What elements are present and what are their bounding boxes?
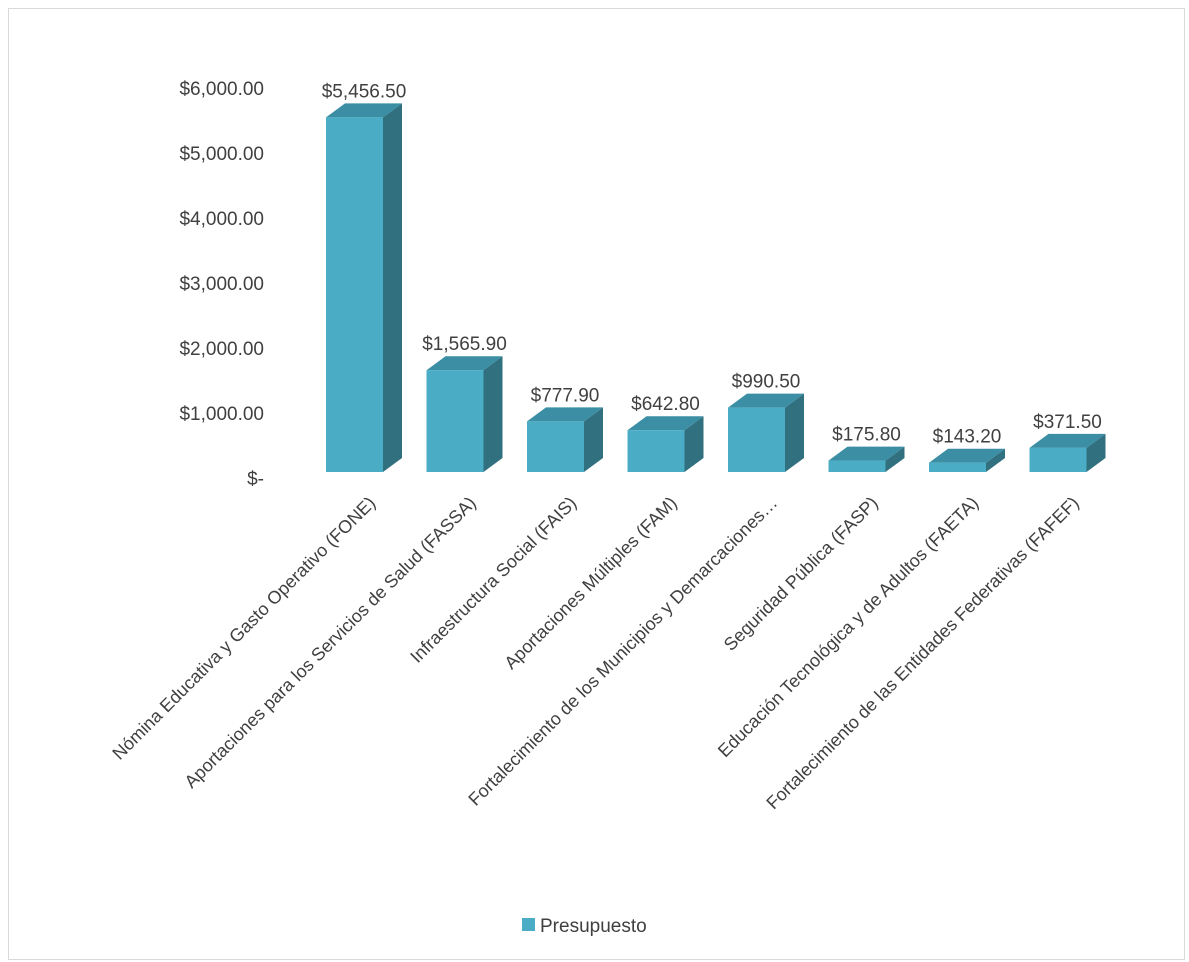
bar-front [728,407,785,472]
data-label: $143.20 [933,427,1002,448]
bar-front [426,370,484,472]
bar [627,416,704,472]
bars [326,103,1106,472]
bar-top [828,446,905,461]
data-label: $175.80 [832,425,901,446]
data-labels: $5,456.50 $1,565.90 $777.90 $642.80 $990.50 $… [322,81,1102,447]
y-tick-label: $5,000.00 [179,144,264,165]
bar-top [527,407,603,422]
bar-side [383,103,402,472]
bar [828,446,905,472]
bar [728,393,804,472]
bar [326,103,402,472]
bar-front [326,117,383,472]
y-tick-label: $3,000.00 [179,274,264,295]
bar-side [584,407,603,472]
bar-side [1086,433,1106,472]
data-label: $371.50 [1033,412,1102,433]
legend-label-presupuesto: Presupuesto [540,916,647,937]
x-axis-category-labels: Nómina Educativa y Gasto Operativo (FONE… [108,493,1082,813]
data-label: $990.50 [732,372,801,393]
bar-front [929,462,986,472]
bar [426,356,503,472]
bar-top [1029,433,1106,448]
bar-front [527,421,584,472]
y-tick-label: $- [247,469,264,490]
bar-top [929,448,1005,463]
bar-front [627,430,685,472]
bar-side [684,416,704,472]
category-label: Infraestructura Social (FAIS) [406,493,580,667]
bar [1029,433,1106,472]
bar-front [1029,447,1087,472]
data-label: $642.80 [631,394,700,415]
y-axis-ticks: $- $1,000.00 $2,000.00 $3,000.00 $4,000.00 $5… [179,79,264,490]
y-tick-label: $1,000.00 [179,404,264,425]
bar-top [426,356,503,371]
bar-side [885,446,905,472]
bar-side [986,448,1005,472]
legend: Presupuesto [522,916,647,937]
y-tick-label: $4,000.00 [179,209,264,230]
data-label: $777.90 [531,385,600,406]
bar-top [326,103,402,118]
y-tick-label: $2,000.00 [179,339,264,360]
bar-side [483,356,503,472]
bar-front [828,460,886,472]
data-label: $5,456.50 [322,81,407,102]
bar-top [728,393,804,408]
bar-top [627,416,704,431]
data-label: $1,565.90 [422,334,507,355]
chart-frame [8,8,1185,960]
bar [929,448,1005,472]
y-tick-label: $6,000.00 [179,79,264,100]
category-label: Aportaciones Múltiples (FAM) [500,493,680,673]
bar [527,407,603,472]
legend-swatch-presupuesto [522,918,535,931]
bar-side [785,393,804,472]
